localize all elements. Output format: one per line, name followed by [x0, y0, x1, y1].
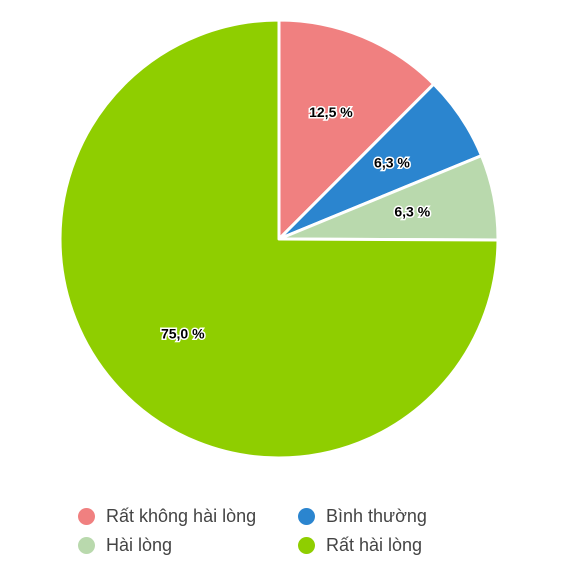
pie-label-rat-hai-long: 75,0 %: [161, 325, 205, 341]
legend-item-rat-hai-long[interactable]: Rất hài lòng: [298, 534, 422, 556]
legend-item-binh-thuong[interactable]: Bình thường: [298, 505, 427, 527]
legend-swatch-rat-khong-hai-long: [78, 507, 95, 525]
chart-legend: Rất không hài lòng Bình thường Hài lòng …: [0, 503, 567, 563]
pie-chart: 12,5 % 6,3 % 6,3 % 75,0 %: [58, 18, 500, 460]
legend-swatch-rat-hai-long: [298, 536, 315, 554]
legend-swatch-binh-thuong: [298, 507, 315, 525]
legend-item-hai-long[interactable]: Hài lòng: [78, 534, 172, 556]
legend-swatch-hai-long: [78, 536, 95, 554]
pie-label-hai-long: 6,3 %: [394, 204, 430, 220]
legend-label-rat-hai-long: Rất hài lòng: [326, 534, 423, 555]
legend-label-hai-long: Hài lòng: [106, 534, 173, 555]
legend-label-binh-thuong: Bình thường: [326, 505, 427, 526]
pie-label-binh-thuong: 6,3 %: [374, 154, 410, 170]
legend-item-rat-khong-hai-long[interactable]: Rất không hài lòng: [78, 505, 256, 527]
legend-label-rat-khong-hai-long: Rất không hài lòng: [106, 505, 257, 526]
pie-slice-rat-khong-hai-long[interactable]: [277, 18, 436, 241]
pie-slice-rat-hai-long[interactable]: [58, 18, 500, 460]
pie-label-rat-khong-hai-long: 12,5 %: [309, 104, 353, 120]
